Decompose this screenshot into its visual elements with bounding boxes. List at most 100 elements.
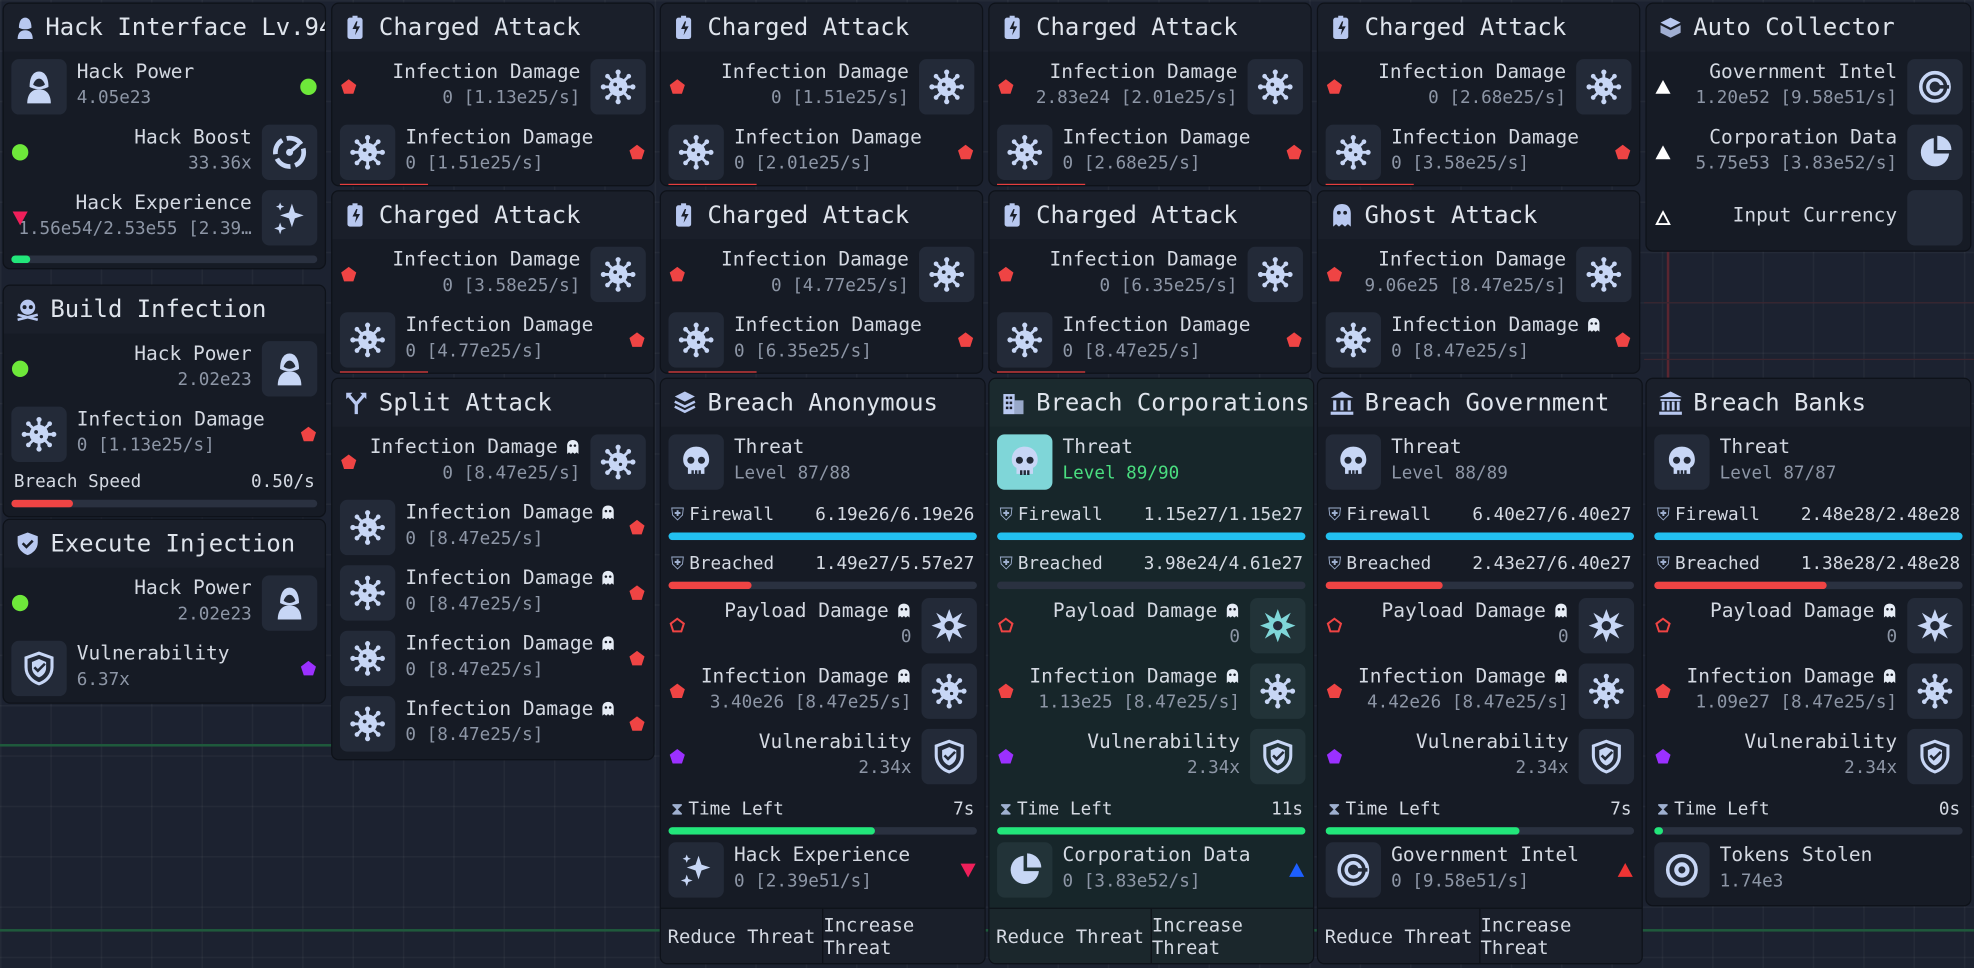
reduce-threat-button[interactable]: Reduce Threat	[989, 908, 1151, 964]
port-socket[interactable]	[959, 861, 977, 879]
node-header[interactable]: Breach Government	[1318, 378, 1642, 427]
charged-attack-node[interactable]: Charged Attack Infection Damage 0 [6.35e25…	[988, 190, 1312, 374]
port-socket[interactable]	[668, 682, 686, 700]
node-header[interactable]: Charged Attack	[1318, 3, 1640, 52]
port-socket[interactable]	[1654, 682, 1672, 700]
port-socket[interactable]	[300, 660, 318, 678]
node-header[interactable]: Auto Collector	[1646, 3, 1971, 52]
port-socket[interactable]	[1326, 617, 1344, 635]
port-socket[interactable]	[1654, 209, 1672, 227]
skull-icon	[1325, 434, 1382, 490]
port-socket[interactable]	[1654, 617, 1672, 635]
ghost-attack-node[interactable]: Ghost Attack Infection Damage 9.06e25 [8.4…	[1316, 190, 1641, 374]
port-socket[interactable]	[1654, 78, 1672, 96]
port-socket[interactable]	[957, 144, 975, 162]
hack-interface-node[interactable]: Hack Interface Lv.94 Hack Power 4.05e23 Hac…	[2, 2, 327, 270]
split-attack-node[interactable]: Split Attack Infection Damage 0 [8.47e25/s…	[331, 377, 655, 761]
port-socket[interactable]	[997, 78, 1015, 96]
auto-collector-node[interactable]: Auto Collector Government Intel 1.20e52 [9…	[1645, 2, 1972, 252]
reduce-threat-button[interactable]: Reduce Threat	[1318, 908, 1480, 964]
node-header[interactable]: Charged Attack	[660, 191, 982, 240]
node-header[interactable]: Hack Interface Lv.94	[3, 3, 325, 52]
port-socket[interactable]	[997, 266, 1015, 284]
breach-node[interactable]: Breach Government Threat Level 88/89 ⛨ Firew…	[1316, 377, 1643, 965]
port-socket[interactable]	[1288, 861, 1306, 879]
node-header[interactable]: Breach Banks	[1646, 378, 1971, 427]
port-socket[interactable]	[1326, 748, 1344, 766]
node-header[interactable]: Charged Attack	[332, 191, 654, 240]
charged-attack-node[interactable]: Charged Attack Infection Damage 0 [4.77e25…	[659, 190, 984, 374]
charged-attack-node[interactable]: Charged Attack Infection Damage 0 [1.51e25…	[659, 2, 984, 187]
port-label: Corporation Data	[1709, 125, 1898, 149]
port-socket[interactable]	[628, 144, 646, 162]
port-row: Infection Damage 0 [2.68e25/s]	[1318, 54, 1639, 119]
build-infection-node[interactable]: Build Infection Hack Power 2.02e23 Infectio…	[2, 284, 327, 518]
increase-threat-button[interactable]: Increase Threat	[1150, 908, 1314, 964]
port-socket[interactable]	[1285, 144, 1303, 162]
port-socket[interactable]	[11, 144, 29, 162]
breach-node[interactable]: Breach Banks Threat Level 87/87 ⛨ Firewall 2.…	[1645, 377, 1972, 907]
execute-injection-node[interactable]: Execute Injection Hack Power 2.02e23 Vulner…	[2, 518, 327, 704]
increase-threat-button[interactable]: Increase Threat	[1479, 908, 1642, 964]
stat-label: Time Left	[1016, 799, 1113, 820]
node-header[interactable]: Ghost Attack	[1318, 191, 1640, 240]
hourglass-icon: ⧗	[670, 799, 684, 820]
port-socket[interactable]	[1654, 748, 1672, 766]
port-socket[interactable]	[1285, 331, 1303, 349]
node-header[interactable]: Breach Corporations	[989, 378, 1314, 427]
port-socket[interactable]	[11, 360, 29, 378]
node-title: Breach Anonymous	[707, 389, 938, 417]
reduce-threat-button[interactable]: Reduce Threat	[660, 908, 823, 964]
empty-slot[interactable]	[1907, 190, 1963, 246]
port-socket[interactable]	[628, 519, 646, 537]
port-socket[interactable]	[11, 594, 29, 612]
charged-attack-node[interactable]: Charged Attack Infection Damage 2.83e24 [2…	[988, 2, 1312, 187]
breach-node[interactable]: Breach Corporations Threat Level 89/90 ⛨ Fir…	[988, 377, 1315, 965]
port-socket[interactable]	[668, 617, 686, 635]
port-socket[interactable]	[300, 426, 318, 444]
port-socket[interactable]	[340, 453, 358, 471]
charged-attack-node[interactable]: Charged Attack Infection Damage 0 [2.68e25…	[1316, 2, 1641, 187]
port-socket[interactable]	[628, 331, 646, 349]
port-socket[interactable]	[668, 266, 686, 284]
port-socket[interactable]	[1614, 331, 1632, 349]
node-header[interactable]: Charged Attack	[660, 3, 982, 52]
port-socket[interactable]	[997, 748, 1015, 766]
increase-threat-button[interactable]: Increase Threat	[822, 908, 985, 964]
node-header[interactable]: Charged Attack	[989, 3, 1311, 52]
node-header[interactable]: Split Attack	[332, 378, 654, 427]
node-header[interactable]: Charged Attack	[332, 3, 654, 52]
port-socket[interactable]	[300, 78, 318, 96]
port-socket[interactable]	[628, 584, 646, 602]
port-socket[interactable]	[997, 682, 1015, 700]
port-socket[interactable]	[11, 209, 29, 227]
port-socket[interactable]	[1326, 682, 1344, 700]
port-socket[interactable]	[628, 650, 646, 668]
breach-node[interactable]: Breach Anonymous Threat Level 87/88 ⛨ Firewa…	[659, 377, 986, 965]
charged-attack-node[interactable]: Charged Attack Infection Damage 0 [1.13e25…	[331, 2, 655, 187]
charged-attack-node[interactable]: Charged Attack Infection Damage 0 [3.58e25…	[331, 190, 655, 374]
sparkle-icon	[261, 190, 318, 246]
port-socket[interactable]	[628, 715, 646, 733]
port-socket[interactable]	[997, 617, 1015, 635]
port-socket[interactable]	[668, 748, 686, 766]
port-socket[interactable]	[340, 266, 358, 284]
port-value: 0 [3.83e52/s]	[1062, 871, 1201, 892]
port-value: 1.74e3	[1719, 871, 1784, 892]
node-header[interactable]: Breach Anonymous	[660, 378, 985, 427]
port-socket[interactable]	[1616, 861, 1634, 879]
port-socket[interactable]	[957, 331, 975, 349]
port-socket[interactable]	[1326, 266, 1344, 284]
port-socket[interactable]	[1326, 78, 1344, 96]
progress-bar	[1325, 827, 1635, 835]
port-socket[interactable]	[1614, 144, 1632, 162]
port-socket[interactable]	[668, 78, 686, 96]
node-header[interactable]: Charged Attack	[989, 191, 1311, 240]
port-socket[interactable]	[1654, 144, 1672, 162]
port-socket[interactable]	[340, 78, 358, 96]
node-header[interactable]: Build Infection	[3, 285, 325, 334]
node-title: Split Attack	[378, 389, 552, 417]
port-label: Infection Damage	[405, 313, 594, 337]
node-header[interactable]: Execute Injection	[3, 519, 325, 568]
